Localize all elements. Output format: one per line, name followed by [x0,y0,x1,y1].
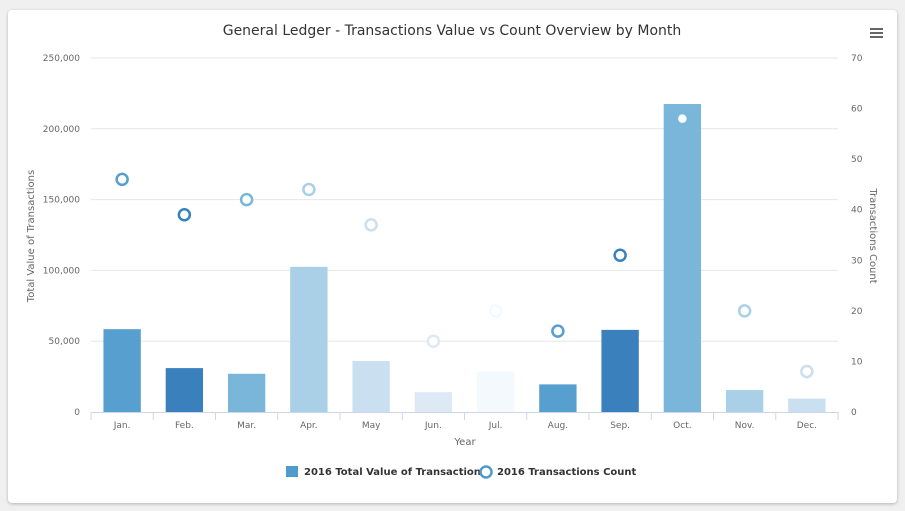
chart-title: General Ledger - Transactions Value vs C… [223,23,682,39]
y-left-tick-label: 100,000 [43,266,80,276]
bar-series [103,104,826,413]
y-right-tick-label: 50 [851,155,863,165]
x-tick-label: Nov. [735,421,755,431]
y-right-tick-label: 30 [851,256,863,266]
y-left-tick-label: 150,000 [43,196,80,206]
bar-mar [227,373,266,412]
x-tick-label: Dec. [797,421,817,431]
legend: 2016 Total Value of Transactions 2016 Tr… [286,465,637,479]
bar-dec [788,398,826,412]
legend-bar-swatch [286,466,298,477]
x-tick-label: Feb. [175,421,194,431]
point-jul [488,304,503,318]
x-tick-label: Oct. [673,421,691,431]
y-right-tick-label: 70 [851,54,863,64]
point-jun [426,334,441,348]
legend-item-count[interactable]: 2016 Transactions Count [479,465,637,479]
x-tick-label: Jul. [488,421,503,431]
bar-feb [165,368,204,412]
x-tick-label: Aug. [548,421,568,431]
x-tick-label: Jan. [113,421,131,431]
chart-menu-button[interactable] [864,24,888,42]
bar-sep [601,329,639,412]
bar-aug [539,384,577,412]
legend-label-value: 2016 Total Value of Transactions [304,467,487,478]
point-mar [239,192,254,207]
legend-label-count: 2016 Transactions Count [497,467,637,478]
y-axis-right-title: Transactions Count [867,187,878,283]
bar-oct [663,104,702,413]
x-axis-title: Year [453,437,476,448]
bar-apr [290,266,328,412]
y-axis-left-title: Total Value of Transactions [26,170,37,303]
legend-item-value[interactable]: 2016 Total Value of Transactions [286,466,487,478]
point-feb [177,208,192,222]
bar-jul [476,371,515,412]
y-right-tick-label: 10 [851,357,863,367]
chart-card [8,10,897,503]
scatter-series [115,111,814,379]
x-tick-label: Apr. [300,421,318,431]
point-oct [675,111,690,126]
legend-circle-swatch [479,465,493,479]
bar-nov [725,390,764,412]
y-left-tick-label: 50,000 [49,337,81,347]
y-right-tick-label: 20 [851,307,863,317]
y-left-tick-label: 0 [74,408,80,418]
point-aug [551,324,565,338]
x-tick-label: Jun. [424,421,442,431]
point-apr [302,182,316,197]
y-right-tick-label: 0 [851,408,857,418]
axes: 0 50,000 100,000 150,000 200,000 250,000 0 10 20… [43,54,863,431]
y-left-tick-label: 200,000 [43,125,80,135]
x-tick-label: May [362,421,381,431]
point-sep [613,248,627,262]
x-tick-label: Mar. [237,421,256,431]
y-right-tick-label: 40 [851,206,863,216]
grid [91,57,838,342]
hamburger-menu-icon [870,28,883,38]
y-right-tick-label: 60 [851,105,863,115]
bar-jun [414,392,453,412]
point-may [364,218,378,232]
y-left-tick-label: 250,000 [43,54,80,64]
point-jan [115,172,129,187]
point-dec [800,364,814,379]
bar-may [352,361,390,412]
bar-jan [103,329,141,412]
x-tick-label: Sep. [610,421,630,431]
point-nov [737,304,752,318]
